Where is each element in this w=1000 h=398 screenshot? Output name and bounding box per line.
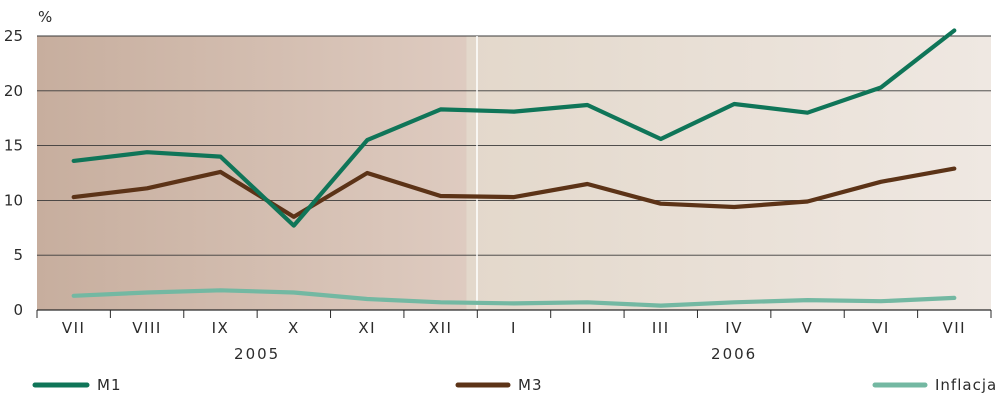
year-label: 2005 xyxy=(234,345,280,363)
x-tick-label: VI xyxy=(872,319,890,337)
x-tick-label: X xyxy=(288,319,300,337)
series-line-inflacja xyxy=(71,288,957,308)
y-tick-label: 20 xyxy=(4,82,23,100)
series-line-m1 xyxy=(71,28,957,228)
x-tick-label: XII xyxy=(429,319,453,337)
legend-label: Inflacja xyxy=(935,376,997,394)
y-tick-label: 10 xyxy=(4,191,23,209)
y-tick-label: 5 xyxy=(13,246,23,264)
legend-item-inflacja: Inflacja xyxy=(872,376,997,394)
legend-label: M1 xyxy=(97,376,122,394)
x-tick-label: I xyxy=(511,319,517,337)
year-label: 2006 xyxy=(711,345,757,363)
x-tick-label: VII xyxy=(943,319,967,337)
y-tick-label: 0 xyxy=(13,301,23,319)
x-tick-label: XI xyxy=(358,319,376,337)
x-tick-label: VIII xyxy=(132,319,162,337)
x-tick-label: IV xyxy=(725,319,743,337)
series-line-m3 xyxy=(71,166,957,219)
x-tick-label: III xyxy=(652,319,670,337)
legend-label: M3 xyxy=(518,376,543,394)
x-tick-label: II xyxy=(581,319,593,337)
y-unit-label: % xyxy=(38,8,52,26)
y-tick-label: 15 xyxy=(4,137,23,155)
plot-background xyxy=(37,36,991,310)
x-tick-label: V xyxy=(802,319,814,337)
y-tick-label: 25 xyxy=(4,27,23,45)
x-tick-label: VII xyxy=(62,319,86,337)
legend-item-m1: M1 xyxy=(32,376,122,394)
legend-item-m3: M3 xyxy=(455,376,543,394)
x-tick-label: IX xyxy=(212,319,230,337)
